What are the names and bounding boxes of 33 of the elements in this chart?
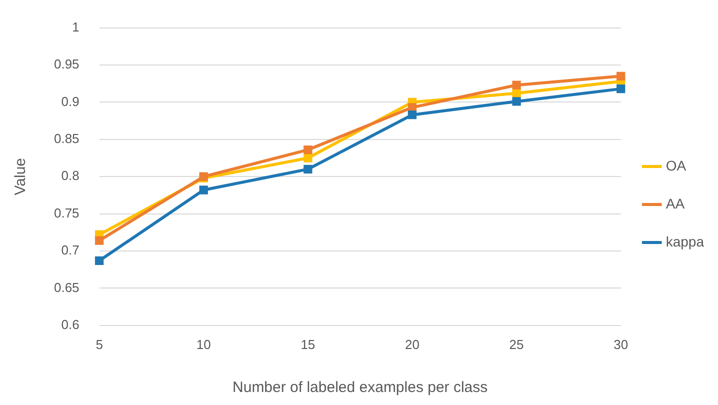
x-tick-label: 20 [405,336,420,352]
legend-label: AA [666,195,686,212]
point [408,103,417,112]
y-tick-label: 0.7 [61,242,80,258]
point [94,236,104,245]
point [199,186,208,194]
point [512,80,521,90]
point [616,84,626,94]
x-tick-label: 10 [196,336,211,352]
x-tick-label: 5 [96,336,103,352]
x-tick-label: 15 [300,336,316,352]
y-axis-title: Value [12,158,30,196]
x-tick-label: 30 [614,336,628,352]
y-tick-label: 0.95 [54,56,80,72]
point [512,97,521,106]
y-tick-label: 0.9 [61,94,80,109]
legend-label: kappa [666,233,704,250]
y-tick-label: 1 [72,19,80,34]
point [616,72,626,80]
point [304,164,312,174]
y-tick-label: 0.65 [54,280,80,295]
y-tick-label: 0.8 [61,168,80,184]
y-tick-label: 0.75 [54,205,80,220]
legend-label: OA [666,157,687,174]
point [304,145,312,154]
point [94,256,104,265]
point [512,88,521,98]
y-tick-label: 0.6 [61,316,80,332]
x-tick-label: 25 [509,336,524,352]
x-axis-title: Number of labeled examples per class [232,379,488,396]
point [408,110,417,120]
y-tick-label: 0.85 [54,130,80,146]
point [304,154,312,162]
